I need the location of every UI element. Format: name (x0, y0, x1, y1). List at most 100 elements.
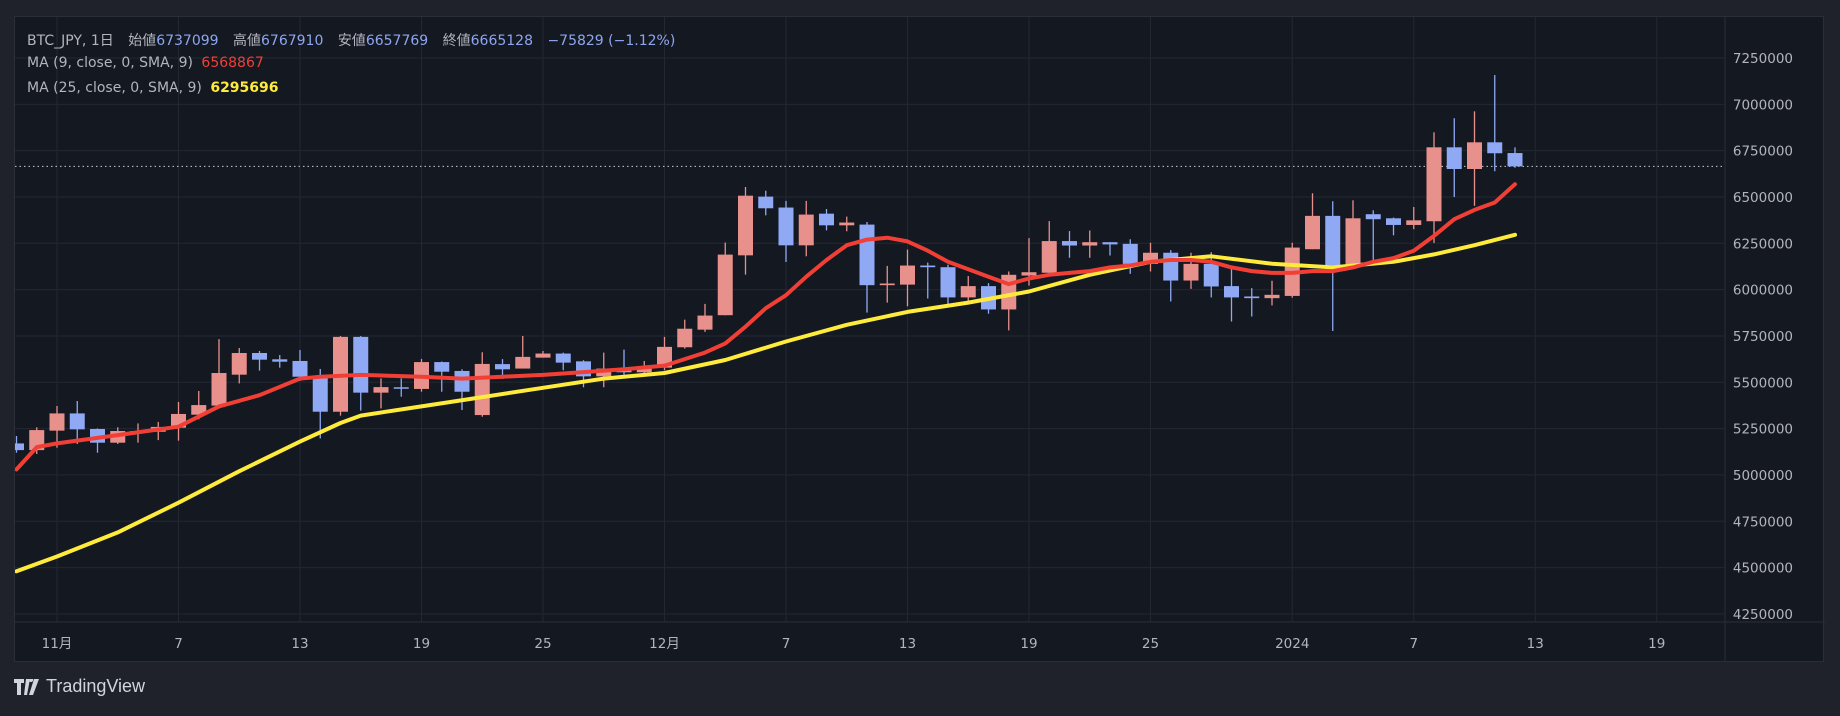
candle-down (1224, 268, 1239, 322)
candle-up (717, 242, 733, 316)
legend-close: 6665128 (470, 33, 533, 49)
legend-open-label: 始値 (128, 33, 157, 49)
candle-body (778, 207, 794, 246)
candle-body (1062, 241, 1077, 246)
candle-body (1507, 153, 1523, 167)
candle-body (1386, 218, 1401, 225)
candle-up (49, 405, 65, 448)
y-tick-label: 6500000 (1733, 190, 1793, 206)
candle-down (1446, 118, 1462, 197)
legend-ohlc: BTC_JPY, 1日 始値6737099 高値6767910 安値665776… (27, 30, 679, 50)
candle-up (515, 335, 531, 369)
tradingview-logo[interactable]: TradingView (14, 676, 145, 697)
candle-down (454, 369, 470, 411)
candle-body (69, 413, 85, 430)
y-tick-label: 6000000 (1733, 283, 1793, 299)
candle-body (1203, 263, 1219, 287)
candle-down (1507, 147, 1523, 168)
y-tick-label: 6250000 (1733, 236, 1793, 252)
y-tick-label: 6750000 (1733, 144, 1793, 160)
candle-down (1365, 210, 1381, 261)
candle-up (231, 347, 247, 384)
candle-body (191, 405, 207, 415)
tradingview-icon (14, 678, 39, 695)
x-tick-label: 19 (1648, 636, 1665, 652)
legend-ma9[interactable]: MA (9, close, 0, SMA, 9) 6568867 (27, 55, 268, 71)
legend-ma25-label: MA (25, close, 0, SMA, 9) (27, 80, 202, 96)
legend-ma9-label: MA (9, close, 0, SMA, 9) (27, 55, 193, 71)
x-tick-label: 25 (534, 636, 551, 652)
chart-pane[interactable] (14, 16, 1824, 662)
candle-body (454, 370, 470, 392)
x-tick-label: 7 (174, 636, 183, 652)
candle-body (839, 222, 855, 226)
candle-body (353, 336, 369, 393)
candle-up (960, 276, 976, 302)
candle-body (373, 387, 389, 393)
candle-body (1224, 286, 1239, 298)
y-tick-label: 5250000 (1733, 422, 1793, 438)
candle-up (1041, 221, 1057, 274)
candle-up (900, 249, 915, 307)
x-tick-label: 2024 (1275, 636, 1309, 652)
ma9-line (15, 182, 1517, 472)
legend-low: 6657769 (365, 33, 429, 49)
candle-down (1203, 252, 1219, 298)
legend-low-label: 安値 (337, 33, 366, 49)
candle-up (1305, 193, 1320, 250)
candle-down (272, 355, 288, 368)
candle-body (211, 373, 227, 406)
candle-body (1264, 294, 1280, 299)
candle-down (555, 352, 571, 371)
y-tick-label: 4500000 (1733, 561, 1793, 577)
y-tick-label: 5750000 (1733, 329, 1793, 345)
candle-body (859, 224, 875, 286)
candle-body (292, 360, 308, 377)
candle-up (171, 401, 186, 441)
candle-body (535, 353, 551, 358)
x-tick-label: 25 (1142, 636, 1159, 652)
candle-body (1122, 243, 1138, 264)
candle-up (697, 303, 713, 332)
candle-down (758, 190, 774, 216)
candle-up (373, 378, 389, 409)
candle-down (819, 209, 834, 231)
y-tick-label: 5500000 (1733, 375, 1793, 391)
candle-body (231, 352, 247, 375)
candle-body (636, 366, 652, 373)
candle-body (1163, 252, 1179, 281)
candle-body (900, 265, 915, 285)
candle-body (1325, 215, 1341, 266)
legend-ma25[interactable]: MA (25, close, 0, SMA, 9) 6295696 (27, 80, 283, 96)
candle-body (960, 286, 976, 298)
tradingview-text: TradingView (46, 676, 146, 696)
candle-up (474, 352, 490, 417)
candle-down (393, 378, 409, 397)
candle-down (312, 368, 328, 439)
candle-body (1183, 263, 1199, 281)
candle-up (1345, 200, 1361, 269)
candle-body (798, 214, 814, 246)
legend-high-label: 高値 (233, 33, 261, 49)
x-tick-label: 7 (782, 636, 791, 652)
candle-down (1102, 242, 1118, 256)
candle-up (535, 350, 551, 358)
candle-body (495, 364, 510, 370)
candle-body (1406, 220, 1422, 225)
ma25-line (15, 232, 1517, 574)
candle-up (839, 216, 855, 232)
candle-down (1487, 75, 1503, 172)
candle-body (15, 443, 24, 451)
candle-up (677, 319, 693, 349)
candle-body (474, 363, 490, 416)
candle-up (1143, 242, 1158, 272)
candle-down (920, 262, 936, 299)
candle-body (940, 267, 956, 298)
candle-down (778, 200, 794, 263)
candle-body (819, 213, 834, 226)
candle-body (1082, 242, 1098, 246)
plot-area (15, 17, 1725, 622)
x-tick-label: 19 (413, 636, 430, 652)
candle-up (1264, 280, 1280, 306)
